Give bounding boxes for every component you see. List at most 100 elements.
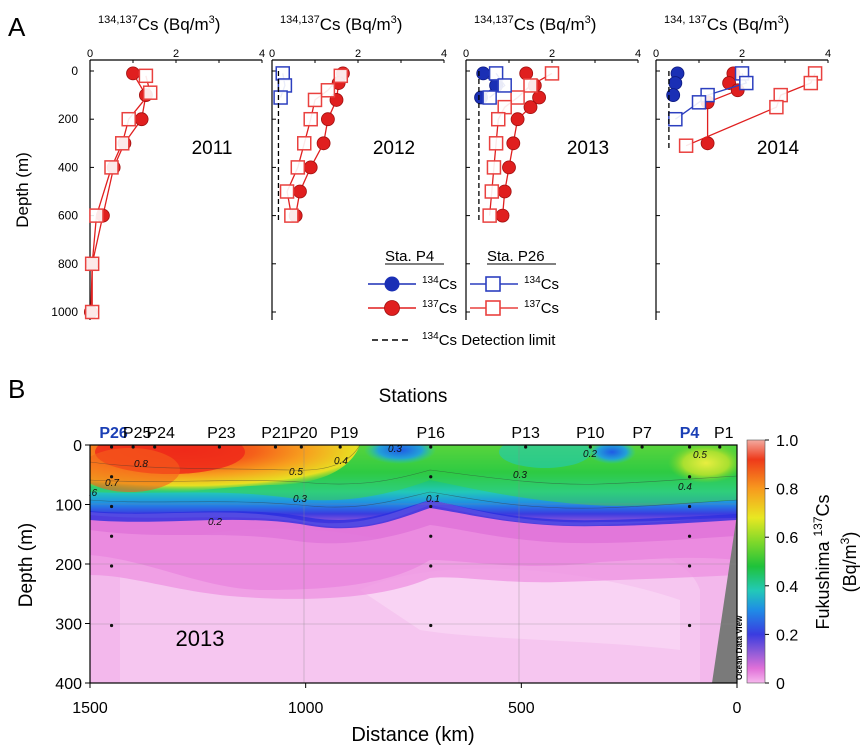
y-tick-label: 400 (58, 160, 78, 174)
data-point (532, 90, 546, 105)
y-tick-label: 600 (58, 209, 78, 223)
station-label-p7: P7 (632, 425, 652, 442)
x-tick-label: 1000 (288, 700, 324, 717)
sample-points (109, 445, 722, 628)
year-label: 2013 (567, 138, 609, 159)
sample-dot (687, 564, 692, 568)
panel-a-profiles: 0 2 4 0 200 400 600 800 1000 134,137Cs (Bq/m3) 201… (51, 14, 831, 320)
profile-panel-2011: 0 2 4 0 200 400 600 800 1000 134,137Cs (Bq/m3) 201… (51, 14, 265, 320)
y-tick-label: 1000 (51, 305, 78, 319)
x-tick-label: 4 (441, 48, 447, 60)
sample-dot (109, 534, 114, 538)
contour-label: 0.3 (388, 444, 402, 455)
data-point (115, 136, 130, 151)
legend-label-137cs-p26: 137Cs (524, 299, 559, 317)
data-point (333, 68, 349, 84)
profile-panel-2012: 0 2 4 134,137Cs (Bq/m3) 2012 (269, 14, 447, 320)
x-tick-label: 0 (653, 48, 659, 60)
sample-dot (429, 445, 433, 449)
sample-dot (687, 475, 692, 479)
x-tick-label: 500 (508, 700, 535, 717)
sample-dot (338, 445, 342, 449)
sample-dot (524, 445, 528, 449)
series-line (91, 75, 151, 312)
data-point (277, 78, 293, 93)
data-point (668, 76, 683, 90)
panel-b-label: B (8, 374, 25, 404)
data-point (678, 138, 694, 153)
colorbar-tick-label: 0.4 (776, 579, 798, 596)
x-tick-label: 0 (87, 48, 93, 60)
section-xlabel: Distance (km) (351, 724, 474, 746)
sample-dot (109, 564, 114, 568)
profile-panel-2013: 0 2 4 134,137Cs (Bq/m3) 2013 (463, 14, 641, 320)
contour-label: 0.4 (678, 482, 692, 493)
legend-label-137cs-p4: 137Cs (422, 299, 457, 317)
legend-marker-137cs-p26 (485, 300, 501, 316)
x-tick-label: 2 (549, 48, 555, 60)
contour-label: 0.8 (134, 459, 148, 470)
sample-dot (718, 445, 722, 449)
data-point (668, 111, 683, 127)
station-label-p25: P25 (123, 425, 152, 442)
data-point (303, 160, 318, 175)
data-point (495, 208, 510, 223)
data-point (134, 112, 149, 127)
sample-dot (273, 445, 278, 449)
data-point (544, 66, 560, 81)
station-label-p10: P10 (576, 425, 605, 442)
x-tick-label: 2 (739, 48, 745, 60)
data-point (803, 75, 819, 91)
colorbar-label: Fukushima 137Cs (811, 494, 833, 629)
data-point (510, 90, 525, 105)
x-tick-label: 1500 (72, 700, 108, 717)
data-point (497, 184, 512, 199)
sample-dot (429, 534, 433, 538)
sample-dot (109, 445, 114, 449)
contour-label: 0.3 (293, 494, 307, 505)
colorbar: 1.0 0.8 0.6 0.4 0.2 0 Fukushima 137Cs (Bq/m3) (746, 433, 860, 693)
colorbar-tick-label: 0 (776, 676, 785, 693)
contour-label: 0.7 (105, 478, 119, 489)
y-tick-label: 300 (55, 617, 82, 634)
panel-a-label: A (8, 12, 26, 42)
sample-dot (109, 504, 114, 509)
sample-dot (429, 504, 433, 509)
x-tick-label: 2 (173, 48, 179, 60)
data-point (497, 99, 512, 115)
sample-dot (153, 445, 157, 449)
data-point (84, 256, 100, 272)
x-tick-label: 2 (355, 48, 361, 60)
contour-label: 0.5 (289, 467, 303, 478)
station-label-p19: P19 (330, 425, 359, 442)
sample-dot (429, 623, 433, 628)
sample-dot (588, 445, 592, 449)
data-point (89, 208, 104, 223)
legend-label-134cs-p4: 134Cs (422, 275, 457, 293)
data-point (84, 304, 100, 320)
legend-marker-134cs-p4 (384, 276, 400, 292)
sample-dot (687, 623, 692, 628)
y-tick-label: 200 (55, 557, 82, 574)
data-point (293, 184, 307, 199)
x-axis-label: 134,137Cs (Bq/m3) (474, 14, 596, 34)
data-point (484, 184, 500, 199)
contour-label: .6 (89, 488, 98, 499)
y-tick-label: 800 (58, 257, 78, 271)
data-point (497, 78, 512, 93)
data-point (316, 136, 331, 151)
data-point (320, 112, 335, 127)
data-point (523, 78, 538, 93)
data-point (486, 160, 502, 175)
sample-dot (640, 445, 644, 449)
colorbar-unit: (Bq/m3) (838, 532, 860, 593)
data-point (502, 160, 516, 175)
data-point (488, 66, 504, 81)
y-tick-label: 200 (58, 112, 78, 126)
y-tick-label: 100 (55, 498, 82, 515)
legend-header-p26: Sta. P26 (487, 248, 545, 265)
legend: Sta. P4 Sta. P26 134Cs 134Cs 137Cs 137Cs… (368, 248, 559, 349)
contour-label: 0.2 (208, 517, 222, 528)
station-label-p16: P16 (417, 425, 446, 442)
colorbar-tick-label: 0.8 (776, 482, 798, 499)
